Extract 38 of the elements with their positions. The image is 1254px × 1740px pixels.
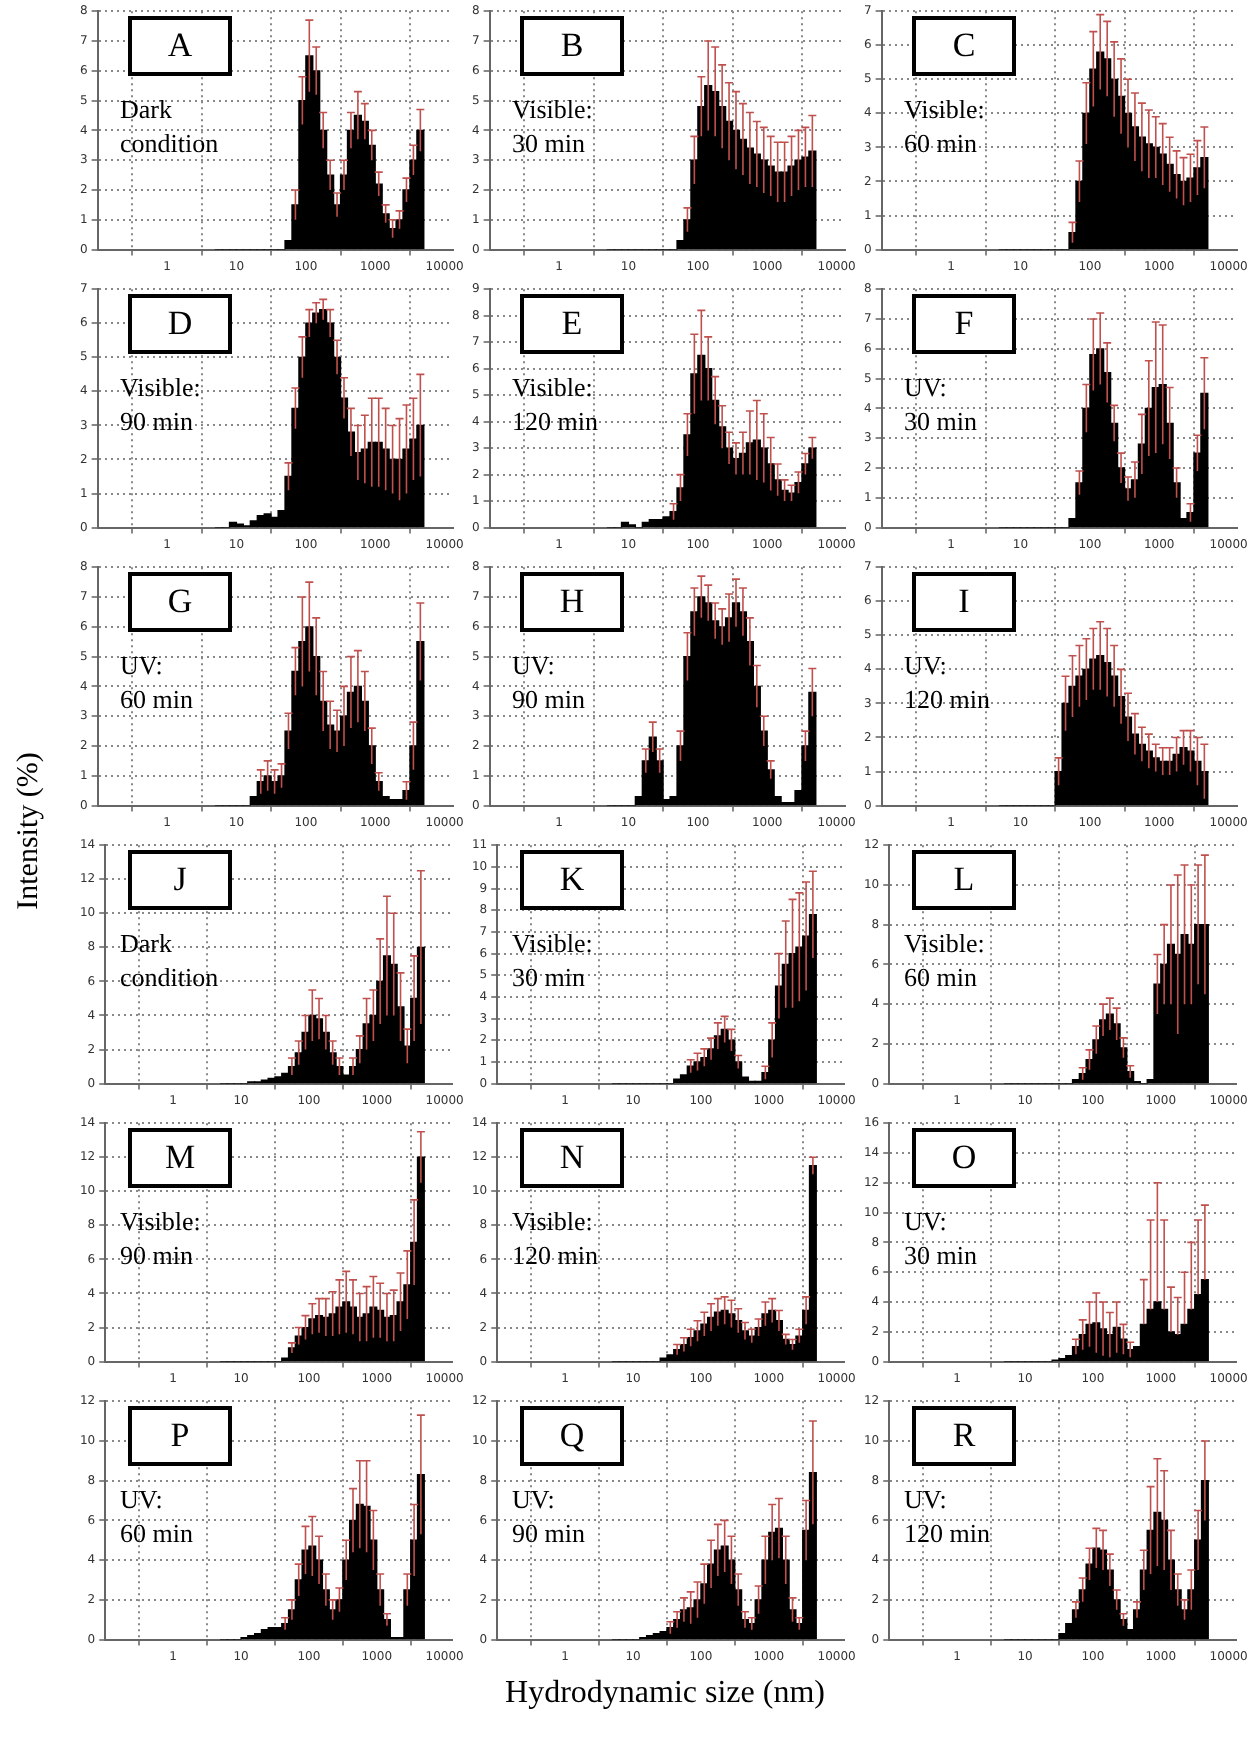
chart-title: K — [520, 850, 624, 910]
annotation: UV: 90 min — [512, 1482, 585, 1550]
text: J — [128, 850, 232, 910]
chart-title: L — [912, 850, 1016, 910]
annotation: UV: 90 min — [512, 648, 585, 716]
text: M — [128, 1128, 232, 1188]
annotation: Visible: 30 min — [512, 926, 593, 994]
annotation: UV: 120 min — [904, 1482, 990, 1550]
x-axis-title: Hydrodynamic size (nm) — [503, 1676, 827, 1712]
chart-title: P — [128, 1406, 232, 1466]
chart-title: R — [912, 1406, 1016, 1466]
annotation: UV: 60 min — [120, 648, 193, 716]
annotation: UV: 60 min — [120, 1482, 193, 1550]
annotation: Visible: 120 min — [512, 1204, 598, 1272]
chart-title: A — [128, 16, 232, 76]
chart-title: E — [520, 294, 624, 354]
annotation: Visible: 60 min — [904, 926, 985, 994]
annotation: Visible: 90 min — [120, 1204, 201, 1272]
chart-title: Q — [520, 1406, 624, 1466]
chart-title: F — [912, 294, 1016, 354]
chart-title: G — [128, 572, 232, 632]
annotation: Visible: 60 min — [904, 92, 985, 160]
annotation: Dark condition — [120, 92, 219, 160]
chart-title: H — [520, 572, 624, 632]
annotation: Dark condition — [120, 926, 219, 994]
text: D — [128, 294, 232, 354]
annotation: UV: 30 min — [904, 370, 977, 438]
annotation: Visible: 120 min — [512, 370, 598, 438]
chart-title: O — [912, 1128, 1016, 1188]
text: C — [912, 16, 1016, 76]
annotation: Visible: 90 min — [120, 370, 201, 438]
text: N — [520, 1128, 624, 1188]
text: I — [912, 572, 1016, 632]
y-axis-title: Intensity (%) — [13, 750, 47, 914]
chart-title: B — [520, 16, 624, 76]
annotation: UV: 120 min — [904, 648, 990, 716]
annotation: UV: 30 min — [904, 1204, 977, 1272]
annotation: Visible: 30 min — [512, 92, 593, 160]
